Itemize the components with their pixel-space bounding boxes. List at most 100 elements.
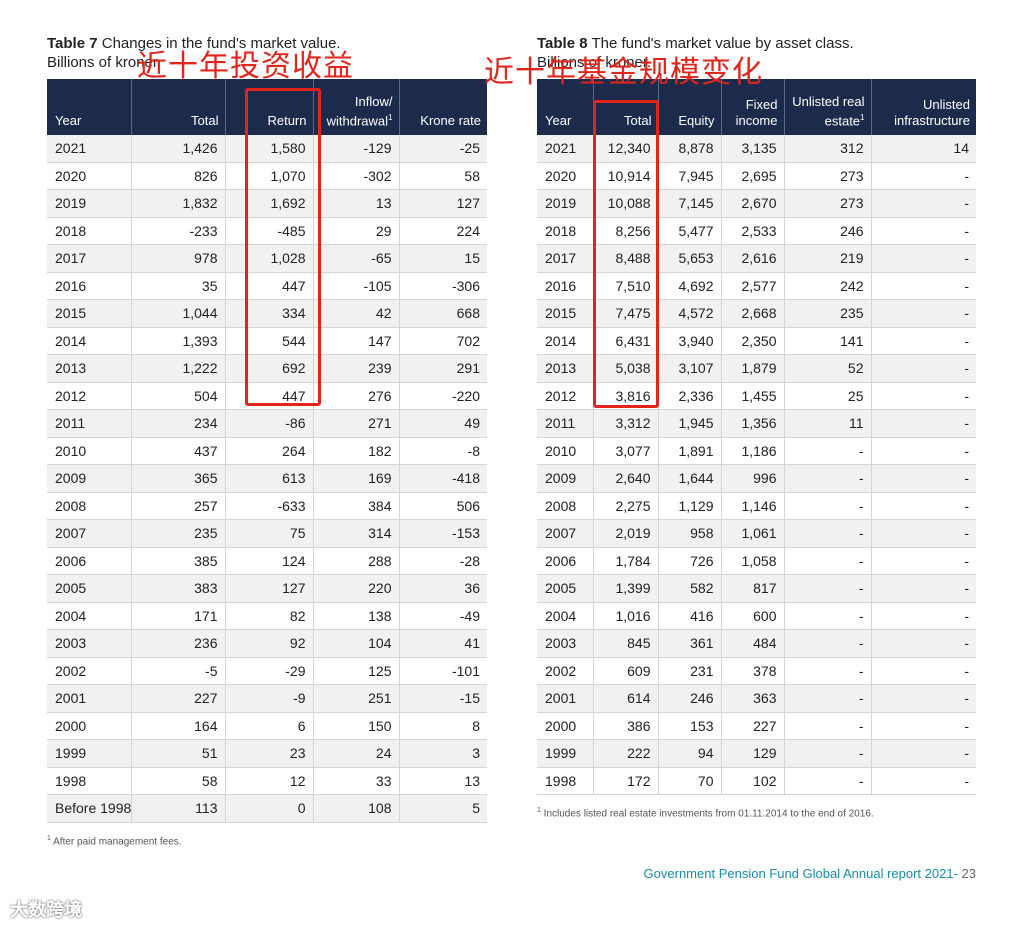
table-8-cell: 227 [720,712,784,740]
table-7-cell: 1,222 [130,354,225,383]
table-8-cell: 2006 [537,547,593,575]
table-8-row: 2020 10,914 7,945 2,695 273- [537,162,976,190]
table-8-cell: 361 [657,629,721,658]
table-7-cell: 613 [224,464,313,493]
table-8-cell: 2005 [537,574,593,603]
table-7-cell: 13 [398,767,487,795]
table-8-col-header: Unlisted infrastructure [870,79,976,135]
table-7-cell: 2017 [47,244,131,273]
table-8-cell: 1998 [537,767,593,795]
table-7-cell: 1,426 [130,135,225,163]
table-7-cell: 291 [398,354,487,383]
table-8-cell: 2,019 [592,519,658,548]
table-8-cell: 2011 [537,409,593,438]
table-8-cell: - [870,629,976,658]
table-7-cell: 447 [224,272,313,300]
table-8-cell: - [783,519,871,548]
table-8-cell: - [870,162,976,190]
table-8-cell: 242 [783,272,871,300]
table-7-row: 2010 437 264 182 -8 [47,437,487,465]
table-8-cell: - [870,382,976,410]
table-8-cell: - [870,547,976,575]
table-8-cell: 1,644 [657,464,721,493]
table-7-row: 2013 1,222 692 239 291 [47,354,487,383]
table-7-row: 2003 236 92 104 41 [47,629,487,658]
table-7-cell: 2019 [47,189,131,218]
table-8-cell: 141 [783,327,871,355]
table-7-cell: -129 [312,135,399,163]
table-7-cell: 127 [224,574,313,603]
table-7-caption: Table 7 Changes in the fund's market val… [47,34,487,72]
table-8-row: 1998 172 70 102- - [537,767,976,795]
table-7-col-header: Krone rate [398,79,487,135]
table-8-cell: 1,058 [720,547,784,575]
table-8-cell: 2002 [537,657,593,685]
table-7-footnote: 1 After paid management fees. [47,834,182,847]
table-7-cell: 23 [224,739,313,768]
table-8-cell: 958 [657,519,721,548]
table-8-cell: 12,340 [592,135,658,163]
table-7-cell: 6 [224,712,313,740]
table-8-cell: 2007 [537,519,593,548]
table-8-cell: - [870,492,976,520]
table-8-cell: - [870,409,976,438]
table-8-cell: - [783,547,871,575]
watermark: 大数跨境 [10,900,82,921]
table-8-cell: - [783,437,871,465]
table-7-cell: 271 [312,409,399,438]
table-7-cell: 41 [398,629,487,658]
table-8-row: 2004 1,016 416 600- - [537,602,976,630]
table-7-cell: 1,580 [224,135,313,163]
table-8-cell: 3,077 [592,437,658,465]
table-8-row: 2001 614 246 363- - [537,684,976,713]
table-8-row: 2010 3,077 1,891 1,186- - [537,437,976,465]
table-7-cell: 334 [224,299,313,328]
table-8-cell: 129 [720,739,784,768]
table-7-row: 2018 -233 -485 29 224 [47,217,487,245]
table-8-cell: 484 [720,629,784,658]
table-8-cell: - [783,492,871,520]
table-8-cell: 2001 [537,684,593,713]
table-8-cell: 2,336 [657,382,721,410]
table-7-row: 2012 504 447 276 -220 [47,382,487,410]
table-7-cell: 365 [130,464,225,493]
table-8-cell: 4,572 [657,299,721,328]
table-8-cell: 817 [720,574,784,603]
table-7-cell: 544 [224,327,313,355]
table-7-cell: -49 [398,602,487,630]
table-8-cell: 246 [783,217,871,245]
table-7-cell: 668 [398,299,487,328]
table-8-cell: 2,616 [720,244,784,273]
table-7-cell: 42 [312,299,399,328]
table-8-cell: - [870,739,976,768]
table-8-cell: 582 [657,574,721,603]
table-8-row: 1999 222 94 129- - [537,739,976,768]
table-7-cell: -25 [398,135,487,163]
table-8-cell: 1,061 [720,519,784,548]
table-7-row: 1999 51 23 24 3 [47,739,487,768]
table-7-cell: 384 [312,492,399,520]
table-7-cell: -633 [224,492,313,520]
table-7-cell: 29 [312,217,399,245]
table-7-cell: -220 [398,382,487,410]
table-8-cell: 246 [657,684,721,713]
table-7-block: Table 7 Changes in the fund's market val… [47,34,487,847]
table-7-row: 2021 1,426 1,580 -129 -25 [47,135,487,163]
table-8-cell: - [870,602,976,630]
table-7-cell: 2008 [47,492,131,520]
table-8-row: 2021 12,340 8,878 3,135 312 14 [537,135,976,163]
table-8-cell: 1,879 [720,354,784,383]
table-7-cell: 0 [224,794,313,823]
table-8-row: 2003 845 361 484- - [537,629,976,658]
table-7-cell: 58 [398,162,487,190]
table-8-cell: 1,129 [657,492,721,520]
table-7-row: 2000 164 6 150 8 [47,712,487,740]
table-8-cell: - [870,244,976,273]
table-8-row: 2014 6,431 3,940 2,350 141- [537,327,976,355]
table-8-cell: 600 [720,602,784,630]
table-8-row: 2005 1,399 582 817- - [537,574,976,603]
annotation-table-8: 近十年基金规模变化 [484,55,763,90]
table-8-cell: 4,692 [657,272,721,300]
table-8-row: 2002 609 231 378- - [537,657,976,685]
table-7-row: 2015 1,044 334 42 668 [47,299,487,328]
